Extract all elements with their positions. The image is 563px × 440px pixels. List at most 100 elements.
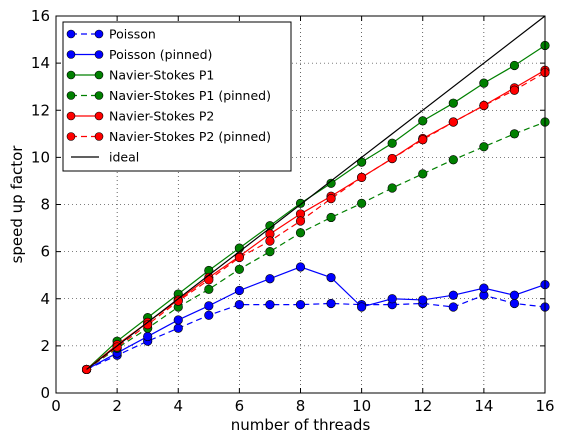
data-point bbox=[265, 247, 275, 257]
legend: Poisson Poisson (pinned) Navier-Stokes P1 N… bbox=[62, 21, 292, 172]
data-point bbox=[265, 300, 275, 310]
legend-marker bbox=[66, 50, 76, 59]
y-tick-label: 0 bbox=[40, 384, 50, 402]
data-point bbox=[204, 284, 214, 294]
data-point bbox=[509, 298, 520, 309]
data-point bbox=[357, 198, 367, 208]
data-point bbox=[509, 60, 520, 71]
legend-label: Navier-Stokes P2 (pinned) bbox=[109, 129, 271, 144]
legend-marker bbox=[66, 132, 76, 141]
data-point bbox=[265, 274, 275, 284]
data-point bbox=[173, 323, 183, 333]
x-tick-label: 14 bbox=[474, 397, 493, 415]
data-point bbox=[357, 172, 367, 183]
legend-marker bbox=[94, 91, 104, 100]
legend-marker bbox=[94, 50, 104, 59]
y-tick-label: 16 bbox=[31, 7, 50, 25]
series-line bbox=[86, 266, 546, 370]
data-point bbox=[418, 169, 428, 179]
legend-marker bbox=[94, 132, 104, 141]
legend-label: Poisson (pinned) bbox=[109, 47, 212, 62]
x-tick-label: 2 bbox=[112, 397, 122, 415]
legend-label: Poisson bbox=[109, 27, 156, 42]
y-tick-label: 6 bbox=[40, 243, 50, 261]
x-tick-label: 8 bbox=[296, 397, 306, 415]
data-point bbox=[295, 216, 306, 226]
legend-entry: ideal bbox=[71, 150, 139, 165]
legend-entry: Navier-Stokes P2 bbox=[66, 109, 214, 124]
series-6 bbox=[86, 15, 546, 370]
data-point bbox=[479, 283, 489, 293]
y-tick-label: 2 bbox=[40, 337, 50, 355]
data-point bbox=[326, 178, 336, 188]
data-point bbox=[509, 290, 520, 300]
data-point bbox=[173, 296, 183, 306]
data-point bbox=[418, 116, 428, 126]
legend-marker bbox=[66, 29, 76, 39]
data-point bbox=[143, 331, 153, 342]
series-line bbox=[86, 15, 546, 370]
series-line bbox=[86, 294, 546, 370]
data-point bbox=[479, 100, 489, 111]
data-point bbox=[479, 142, 489, 152]
data-point bbox=[448, 117, 458, 127]
x-tick-label: 0 bbox=[51, 397, 61, 415]
y-tick-label: 14 bbox=[31, 54, 50, 72]
legend-entry: Navier-Stokes P2 (pinned) bbox=[66, 129, 271, 144]
series-1 bbox=[81, 262, 550, 375]
y-tick-label: 12 bbox=[31, 101, 50, 119]
data-point bbox=[295, 300, 306, 310]
x-tick-label: 10 bbox=[352, 397, 371, 415]
legend-label: Navier-Stokes P1 bbox=[109, 68, 214, 83]
legend-label: Navier-Stokes P2 bbox=[109, 109, 214, 124]
data-point bbox=[265, 236, 275, 246]
y-tick-label: 8 bbox=[40, 196, 50, 214]
legend-label: ideal bbox=[109, 150, 139, 165]
legend-marker bbox=[66, 70, 76, 80]
data-point bbox=[173, 315, 183, 325]
data-point bbox=[234, 264, 244, 274]
data-point bbox=[295, 228, 306, 238]
x-tick-label: 4 bbox=[173, 397, 183, 415]
legend-marker bbox=[94, 111, 104, 121]
y-tick-label: 4 bbox=[40, 290, 50, 308]
legend-entry: Navier-Stokes P1 bbox=[66, 68, 214, 83]
data-point bbox=[448, 302, 458, 312]
x-tick-label: 6 bbox=[235, 397, 245, 415]
data-point bbox=[204, 310, 214, 320]
data-point bbox=[418, 135, 428, 145]
legend-entry: Poisson (pinned) bbox=[66, 47, 212, 62]
x-tick-label: 12 bbox=[413, 397, 432, 415]
data-point bbox=[418, 295, 428, 305]
legend-entry: Poisson bbox=[66, 27, 156, 42]
data-point bbox=[295, 262, 306, 272]
x-tick-label: 16 bbox=[535, 397, 554, 415]
series-0 bbox=[81, 290, 550, 375]
y-tick-label: 10 bbox=[31, 148, 50, 166]
data-point bbox=[448, 155, 458, 165]
data-point bbox=[234, 285, 244, 296]
data-point bbox=[387, 183, 397, 193]
data-point bbox=[326, 272, 336, 283]
data-point bbox=[143, 320, 153, 330]
data-point bbox=[326, 212, 336, 223]
data-point bbox=[387, 294, 397, 304]
legend-marker bbox=[94, 70, 104, 80]
data-point bbox=[204, 301, 214, 311]
data-point bbox=[479, 78, 489, 88]
data-point bbox=[387, 138, 397, 148]
data-point bbox=[234, 300, 244, 310]
data-point bbox=[326, 298, 336, 309]
data-point bbox=[387, 153, 397, 164]
x-axis-label: number of threads bbox=[231, 416, 371, 434]
legend-label: Navier-Stokes P1 (pinned) bbox=[109, 88, 271, 103]
series-line bbox=[86, 72, 546, 370]
data-point bbox=[448, 98, 458, 108]
data-point bbox=[234, 252, 244, 263]
data-point bbox=[326, 194, 336, 204]
data-point bbox=[509, 85, 520, 95]
series-5 bbox=[81, 67, 550, 375]
data-point bbox=[357, 302, 367, 312]
data-point bbox=[509, 129, 520, 139]
